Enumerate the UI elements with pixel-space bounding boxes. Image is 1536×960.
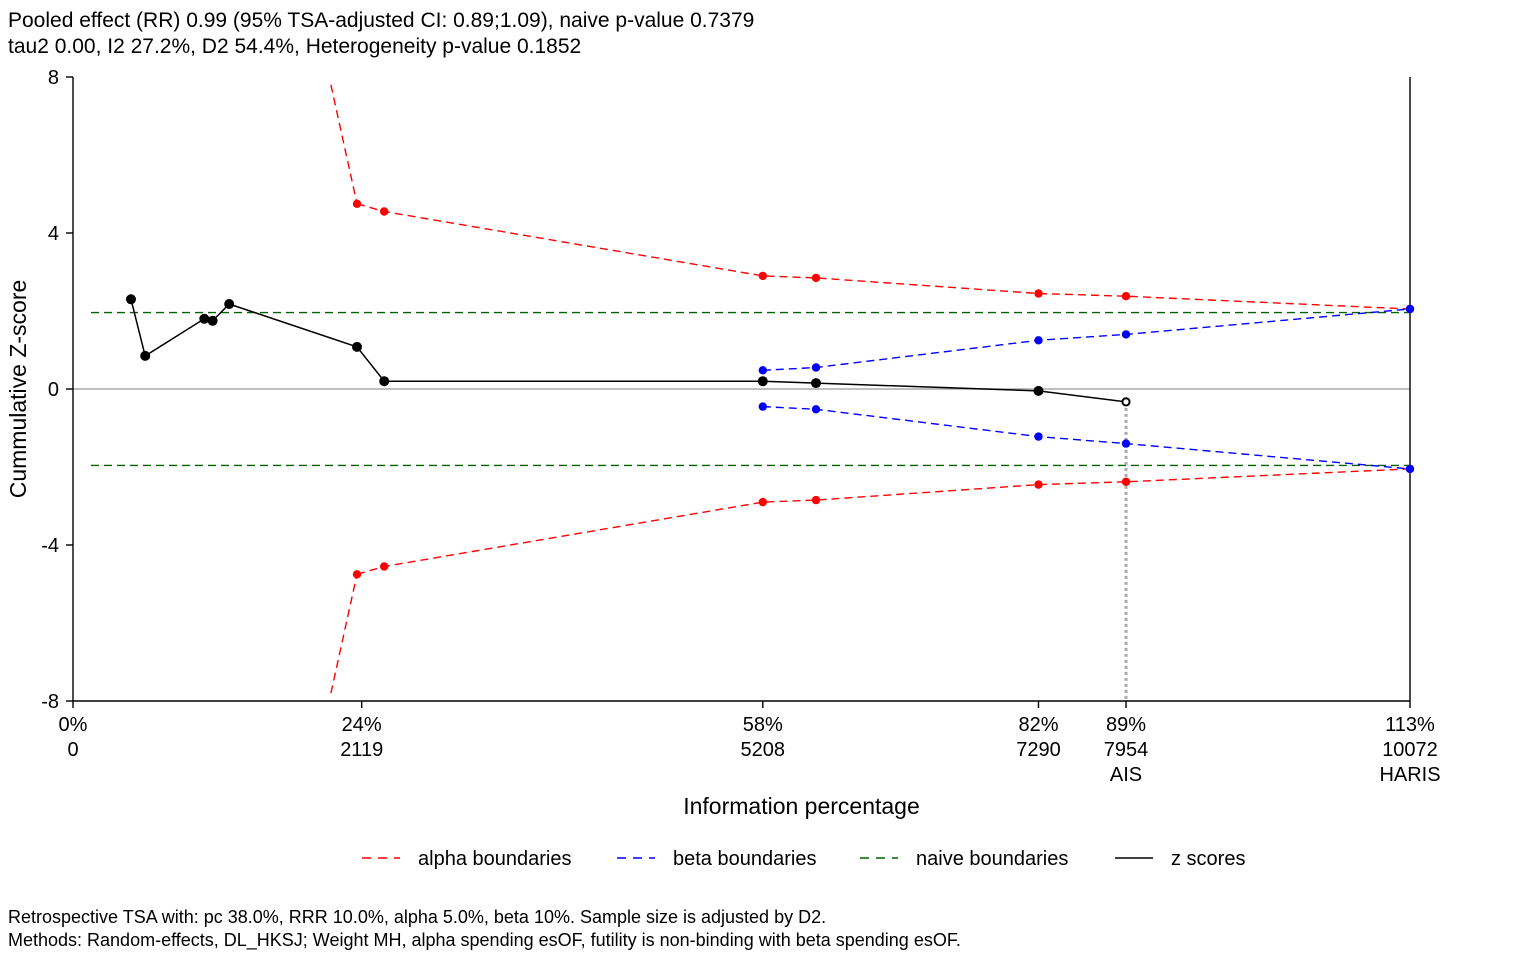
z-score-point-8 bbox=[811, 378, 821, 389]
z-score-point-0 bbox=[126, 294, 136, 305]
beta-lower-line bbox=[762, 405, 1411, 470]
alpha-lower-line bbox=[356, 468, 1411, 575]
y-tick-label-3: -4 bbox=[41, 535, 59, 557]
x-tick-tag-5: HARIS bbox=[1379, 764, 1440, 786]
x-tick-n-3: 7290 bbox=[1016, 739, 1061, 761]
alpha-upper-point-2 bbox=[758, 271, 767, 281]
y-tick-label-1: 4 bbox=[48, 223, 59, 245]
x-tick-label-5: 113% bbox=[1385, 714, 1435, 736]
beta-lower-point-3 bbox=[1121, 439, 1131, 448]
beta-lower-point-1 bbox=[811, 405, 821, 414]
y-tick-label-0: 8 bbox=[48, 67, 59, 89]
z-score-point-7 bbox=[757, 376, 768, 387]
alpha-lower-point-1 bbox=[380, 562, 389, 571]
legend: alpha boundaries beta boundaries naive bou… bbox=[362, 848, 1245, 870]
z-score-point-1 bbox=[140, 350, 151, 361]
alpha-lower-point-3 bbox=[811, 495, 821, 505]
legend-label-3: z scores bbox=[1171, 848, 1245, 870]
footer-line-1: Retrospective TSA with: pc 38.0%, RRR 10… bbox=[8, 907, 827, 927]
x-tick-n-2: 5208 bbox=[741, 739, 786, 761]
legend-label-1: beta boundaries bbox=[673, 848, 816, 870]
chart-title-line-1: Pooled effect (RR) 0.99 (95% TSA-adjuste… bbox=[8, 9, 755, 32]
z-score-point-5 bbox=[352, 341, 362, 352]
z-score-point-2 bbox=[199, 313, 210, 324]
x-tick-n-0: 0 bbox=[67, 739, 78, 761]
x-tick-label-1: 24% bbox=[342, 714, 382, 736]
x-tick-label-4: 89% bbox=[1106, 714, 1146, 736]
y-tick-label-2: 0 bbox=[48, 379, 59, 401]
legend-label-2: naive boundaries bbox=[916, 848, 1068, 870]
x-tick-label-0: 0% bbox=[59, 714, 88, 736]
z-score-point-10 bbox=[1121, 397, 1131, 407]
axes-layer: 8 4 0 -4 -80% 0 24% 2119 58% 5208 82% 7290 89% 7954 AI… bbox=[5, 67, 1441, 819]
alpha-lower-lead-line bbox=[330, 574, 358, 694]
alpha-lower-point-4 bbox=[1034, 480, 1043, 489]
y-tick-label-4: -8 bbox=[41, 691, 59, 713]
alpha-upper-point-5 bbox=[1121, 292, 1131, 301]
z-score-point-6 bbox=[379, 376, 390, 387]
z-score-point-4 bbox=[224, 299, 235, 309]
beta-upper-point-3 bbox=[1121, 330, 1131, 339]
beta-upper-point-2 bbox=[1034, 336, 1043, 345]
reference-lines bbox=[73, 77, 1411, 701]
z-score-point-3 bbox=[207, 315, 218, 326]
alpha-lower-point-5 bbox=[1121, 477, 1131, 486]
x-tick-n-1: 2119 bbox=[340, 739, 383, 761]
beta-upper-point-1 bbox=[811, 363, 821, 372]
x-tick-n-5: 10072 bbox=[1382, 739, 1438, 761]
alpha-lower-point-0 bbox=[352, 570, 362, 579]
x-tick-label-3: 82% bbox=[1018, 714, 1058, 736]
x-tick-label-2: 58% bbox=[743, 714, 783, 736]
z-score-line bbox=[130, 299, 1127, 403]
x-tick-tag-4: AIS bbox=[1110, 764, 1142, 786]
x-tick-n-4: 7954 bbox=[1104, 739, 1149, 761]
y-axis-label: Cummulative Z-score bbox=[5, 280, 31, 499]
beta-lower-point-0 bbox=[758, 402, 767, 411]
alpha-upper-line bbox=[356, 203, 1411, 310]
alpha-upper-point-0 bbox=[352, 199, 362, 208]
z-score-point-9 bbox=[1033, 385, 1044, 396]
beta-upper-point-0 bbox=[758, 366, 767, 375]
series-layer bbox=[126, 84, 1415, 694]
alpha-lower-point-2 bbox=[758, 497, 767, 507]
alpha-upper-lead-line bbox=[330, 84, 358, 204]
alpha-upper-point-1 bbox=[380, 207, 389, 216]
beta-lower-point-2 bbox=[1034, 432, 1043, 441]
beta-upper-line bbox=[762, 308, 1411, 371]
alpha-upper-point-4 bbox=[1034, 289, 1043, 298]
alpha-upper-point-3 bbox=[811, 273, 821, 283]
footer-line-2: Methods: Random-effects, DL_HKSJ; Weight… bbox=[8, 930, 961, 950]
beta-upper-point-4 bbox=[1405, 304, 1415, 314]
beta-lower-point-4 bbox=[1405, 464, 1415, 474]
legend-label-0: alpha boundaries bbox=[418, 848, 571, 870]
chart-title-line-2: tau2 0.00, I2 27.2%, D2 54.4%, Heterogen… bbox=[8, 35, 582, 58]
x-axis-label: Information percentage bbox=[683, 793, 920, 819]
